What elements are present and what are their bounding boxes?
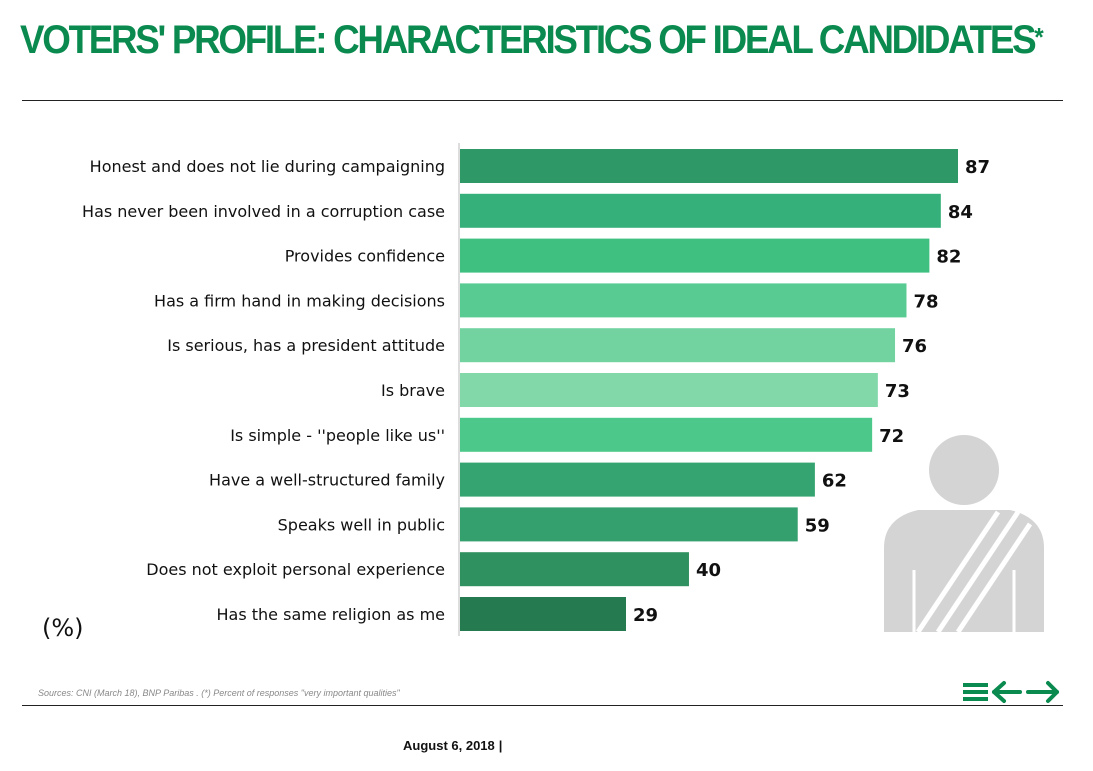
category-label: Is serious, has a president attitude (167, 336, 445, 355)
unit-label: (%) (42, 614, 84, 642)
category-label: Honest and does not lie during campaigni… (90, 157, 445, 176)
title-asterisk: * (1034, 22, 1043, 52)
bar-chart: Honest and does not lie during campaigni… (82, 143, 1044, 636)
category-label: Is brave (381, 381, 445, 400)
bar (460, 552, 689, 587)
data-label: 84 (948, 202, 973, 223)
slide-navigation (962, 680, 1062, 706)
page-title-text: VOTERS' PROFILE: CHARACTERISTICS OF IDEA… (20, 18, 1037, 62)
data-label: 62 (822, 471, 847, 492)
header-divider (22, 100, 1063, 101)
bar (460, 373, 878, 407)
bar (460, 283, 907, 318)
bar (460, 328, 896, 363)
person-silhouette-icon (884, 435, 1044, 634)
source-note: Sources: CNI (March 18), BNP Paribas . (… (38, 688, 400, 698)
category-label: Have a well-structured family (209, 471, 445, 490)
arrow-left-icon[interactable] (992, 681, 1022, 703)
date-separator: | (498, 738, 503, 753)
menu-icon[interactable] (963, 683, 988, 701)
data-label: 73 (885, 381, 910, 402)
bar (460, 417, 873, 452)
data-label: 82 (936, 247, 961, 268)
data-label: 40 (696, 560, 721, 581)
footer-divider (22, 705, 1063, 706)
bar (460, 238, 930, 273)
bar (460, 193, 941, 228)
category-label: Provides confidence (285, 247, 445, 266)
data-label: 29 (633, 605, 658, 626)
page-title: VOTERS' PROFILE: CHARACTERISTICS OF IDEA… (20, 18, 1044, 63)
data-label: 76 (902, 336, 927, 357)
category-label: Does not exploit personal experience (146, 560, 445, 579)
data-label: 78 (913, 291, 938, 312)
data-label: 59 (805, 515, 830, 536)
date-label: August 6, 2018 | (403, 738, 502, 753)
bar (460, 597, 626, 631)
data-label: 87 (965, 157, 990, 178)
category-label: Has a firm hand in making decisions (154, 291, 445, 310)
category-label: Is simple - ''people like us'' (230, 426, 445, 445)
bar (460, 462, 815, 497)
bar (460, 507, 798, 542)
data-label: 72 (879, 426, 904, 447)
arrow-right-icon[interactable] (1026, 681, 1059, 703)
date-text: August 6, 2018 (403, 738, 495, 753)
category-label: Speaks well in public (278, 515, 445, 534)
category-label: Has never been involved in a corruption … (82, 202, 445, 221)
category-label: Has the same religion as me (217, 605, 446, 624)
bar (460, 149, 958, 183)
